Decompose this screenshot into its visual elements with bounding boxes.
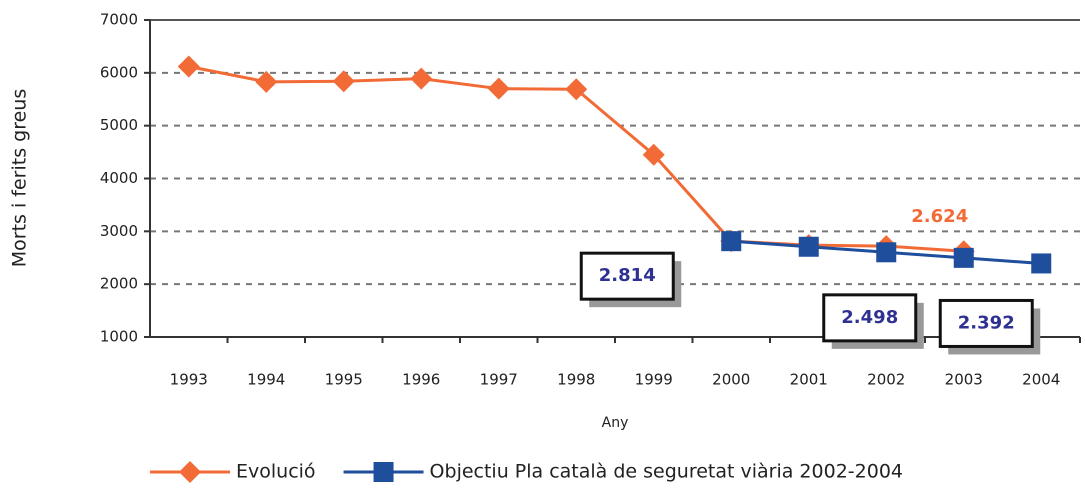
data-point xyxy=(255,70,278,93)
y-tick-label: 3000 xyxy=(100,222,138,240)
y-tick-label: 1000 xyxy=(100,328,138,346)
x-tick-label: 1997 xyxy=(480,371,518,389)
data-point xyxy=(565,78,588,101)
data-label: 2.498 xyxy=(841,307,898,328)
legend-marker xyxy=(179,461,201,483)
y-tick-label: 5000 xyxy=(100,116,138,134)
label-box xyxy=(822,293,918,343)
data-point xyxy=(1031,253,1052,274)
label-box xyxy=(579,251,675,301)
y-tick-label: 4000 xyxy=(100,169,138,187)
label-box xyxy=(938,298,1034,348)
data-point xyxy=(487,77,510,100)
y-tick-label: 2000 xyxy=(100,275,138,293)
x-tick-label: 2003 xyxy=(945,371,983,389)
y-tick-label: 6000 xyxy=(100,63,138,81)
x-tick-label: 2002 xyxy=(867,371,905,389)
x-tick-label: 1995 xyxy=(325,371,363,389)
x-tick-label: 1994 xyxy=(247,371,285,389)
x-axis-label: Any xyxy=(602,415,629,431)
data-point xyxy=(876,242,897,263)
legend-label: Evolució xyxy=(236,461,316,483)
data-label: 2.624 xyxy=(911,206,968,227)
data-point xyxy=(332,70,355,93)
data-point xyxy=(177,55,200,78)
legend-marker xyxy=(373,462,394,482)
x-tick-label: 2001 xyxy=(790,371,828,389)
x-tick-label: 1996 xyxy=(402,371,440,389)
data-point xyxy=(721,231,742,252)
x-tick-label: 1993 xyxy=(170,371,208,389)
x-tick-label: 2000 xyxy=(712,371,750,389)
data-label: 2.814 xyxy=(599,265,656,286)
y-tick-label: 7000 xyxy=(100,11,138,29)
data-point xyxy=(953,247,974,268)
x-tick-label: 2004 xyxy=(1022,371,1060,389)
legend-label: Objectiu Pla català de seguretat viària … xyxy=(430,461,903,483)
y-axis-label: Morts i ferits greus xyxy=(9,89,31,267)
x-tick-label: 1999 xyxy=(635,371,673,389)
data-label: 2.392 xyxy=(958,312,1015,333)
data-point xyxy=(642,143,665,166)
data-point xyxy=(410,67,433,90)
data-point xyxy=(798,236,819,257)
x-tick-label: 1998 xyxy=(557,371,595,389)
